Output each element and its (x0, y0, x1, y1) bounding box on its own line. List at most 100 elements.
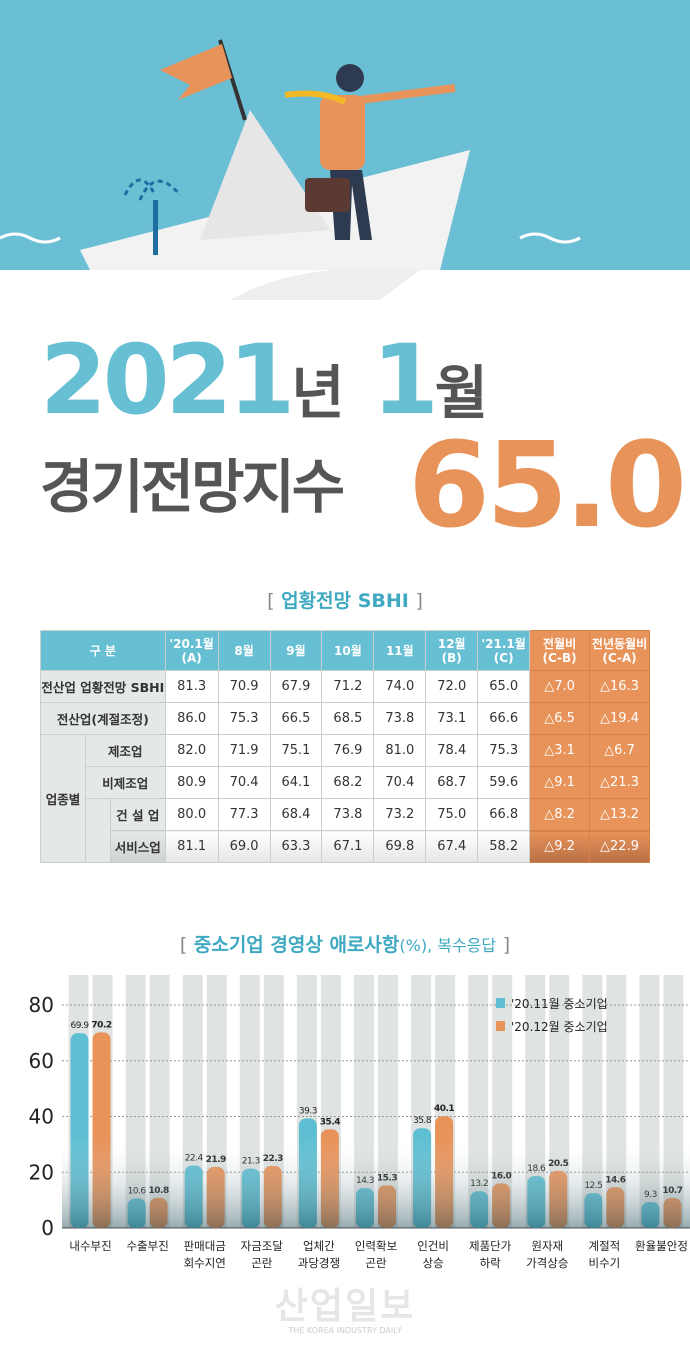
table-cell: 78.4 (425, 734, 479, 767)
bar-chart: 02040608069.970.2내수부진10.610.8수출부진22.421.… (29, 975, 690, 1270)
x-tick-label: 하락 (480, 1256, 502, 1270)
table-header: 10월 (321, 630, 375, 671)
x-tick-label: 내수부진 (69, 1239, 111, 1253)
x-tick-label: 환율불안정 (635, 1239, 688, 1253)
table-section-title: [ 업황전망 SBHI ] (0, 586, 690, 613)
x-tick-label: 인건비 (417, 1239, 449, 1253)
bracket-open: [ (267, 590, 275, 612)
table-header: 구 분 (40, 630, 166, 671)
headline-value: 65.0 (408, 416, 687, 554)
diff-cell: △8.2 (529, 798, 591, 831)
table-cell: 68.5 (321, 702, 375, 735)
column-gap (659, 975, 664, 1228)
table-row: 업종별 제조업 82.0 71.9 75.1 76.9 81.0 78.4 75.3 △3.1 △6… (40, 734, 650, 863)
data-label: 40.1 (434, 1104, 454, 1114)
x-tick-label: 상승 (423, 1256, 444, 1270)
title-year: 2021 (40, 324, 295, 436)
diff-cell: △16.3 (589, 670, 650, 703)
bracket-open: [ (179, 934, 188, 956)
x-tick-label: 회수지연 (184, 1256, 226, 1270)
table-cell: 71.9 (217, 734, 271, 767)
table-cell: 75.3 (217, 702, 271, 735)
x-tick-label: 과당경쟁 (298, 1256, 340, 1270)
diff-cell: △21.3 (589, 766, 650, 799)
table-cell: 81.1 (164, 830, 219, 863)
table-row: 전산업(계절조정) 86.0 75.3 66.5 68.5 73.8 73.1 66.6 △6.… (40, 702, 650, 735)
title-date: 2021년 1월 (40, 330, 488, 443)
x-tick-label: 인력확보 (355, 1239, 397, 1253)
x-tick-label: 제품단가 (469, 1239, 512, 1253)
x-tick-label: 비수기 (588, 1256, 620, 1270)
row-label: 제조업 (84, 734, 166, 767)
table-cell: 80.9 (164, 766, 219, 799)
x-tick-label: 가격상승 (526, 1256, 568, 1270)
bracket-close: ] (502, 934, 511, 956)
data-label: 35.8 (413, 1116, 432, 1126)
x-tick-label: 곤란 (365, 1256, 387, 1270)
legend-label: '20.12월 중소기업 (511, 1020, 608, 1034)
row-label: 전산업 업황전망 SBHI (40, 670, 166, 703)
column-gap (202, 975, 207, 1228)
y-tick-label: 60 (29, 1049, 54, 1073)
column-gap (145, 975, 150, 1228)
column-gap (374, 975, 378, 1228)
table-row: 건 설 업 80.0 77.3 68.4 73.8 73.2 75.0 66.8 △8.2 △13… (41, 798, 650, 863)
row-label: 비제조업 (84, 766, 166, 799)
column-gap (488, 975, 493, 1228)
column-gap (316, 975, 321, 1228)
table-row: 전산업 업황전망 SBHI 81.3 70.9 67.9 71.2 74.0 72.0 65.… (40, 670, 650, 703)
x-tick-label: 업체간 (303, 1239, 335, 1253)
group-label: 업종별 (40, 734, 86, 863)
row-label: 서비스업 (109, 830, 166, 863)
table-cell: 70.9 (217, 670, 271, 703)
diff-cell: △9.2 (529, 830, 591, 863)
table-cell: 77.3 (217, 798, 271, 831)
table-cell: 81.3 (164, 670, 219, 703)
diff-cell: △6.7 (589, 734, 650, 767)
title-subtitle: 경기전망지수 (40, 453, 345, 521)
table-cell: 70.4 (217, 766, 271, 799)
table-cell: 82.0 (164, 734, 219, 767)
table-cell: 69.0 (217, 830, 271, 863)
table-cell: 66.8 (477, 798, 531, 831)
column-gap (431, 975, 436, 1228)
table-cell: 75.1 (269, 734, 323, 767)
table-row: 서비스업 81.1 69.0 63.3 67.1 69.8 67.4 58.2 △9.2 △22.… (41, 830, 650, 863)
row-label: 건 설 업 (109, 798, 166, 831)
table-header: 11월 (373, 630, 427, 671)
table-header: '20.1월 (A) (164, 630, 219, 671)
table-cell: 58.2 (477, 830, 531, 863)
table-cell: 68.7 (425, 766, 479, 799)
row-label: 전산업(계절조정) (40, 702, 166, 735)
diff-cell: △19.4 (589, 702, 650, 735)
table-header: 전년동월비 (C-A) (589, 630, 650, 671)
y-tick-label: 0 (41, 1216, 54, 1240)
table-cell: 63.3 (269, 830, 323, 863)
table-cell: 76.9 (321, 734, 375, 767)
table-header: 전월비 (C-B) (529, 630, 591, 671)
title-month-unit: 월 (434, 359, 488, 427)
chart-section-title: [ 중소기업 경영상 애로사항(%), 복수응답 ] (0, 930, 690, 957)
column-gap (259, 975, 264, 1228)
shade-overlay (62, 1138, 690, 1228)
table-cell: 72.0 (425, 670, 479, 703)
table-cell: 67.1 (321, 830, 375, 863)
table-cell: 67.4 (425, 830, 479, 863)
table-cell: 64.1 (269, 766, 323, 799)
diff-cell: △22.9 (589, 830, 650, 863)
x-tick-label: 자금조달 (241, 1239, 284, 1253)
table-cell: 68.2 (321, 766, 375, 799)
table-cell: 81.0 (373, 734, 427, 767)
table-title: 업황전망 SBHI (281, 590, 409, 612)
table-header: 8월 (217, 630, 271, 671)
table-cell: 69.8 (373, 830, 427, 863)
hero-illustration (0, 0, 690, 300)
x-tick-label: 수출부진 (126, 1239, 168, 1253)
table-cell: 75.0 (425, 798, 479, 831)
legend-swatch (496, 1021, 505, 1031)
table-cell: 70.4 (373, 766, 427, 799)
table-cell: 73.2 (373, 798, 427, 831)
table-cell: 71.2 (321, 670, 375, 703)
table-cell: 80.0 (164, 798, 219, 831)
diff-cell: △3.1 (529, 734, 591, 767)
